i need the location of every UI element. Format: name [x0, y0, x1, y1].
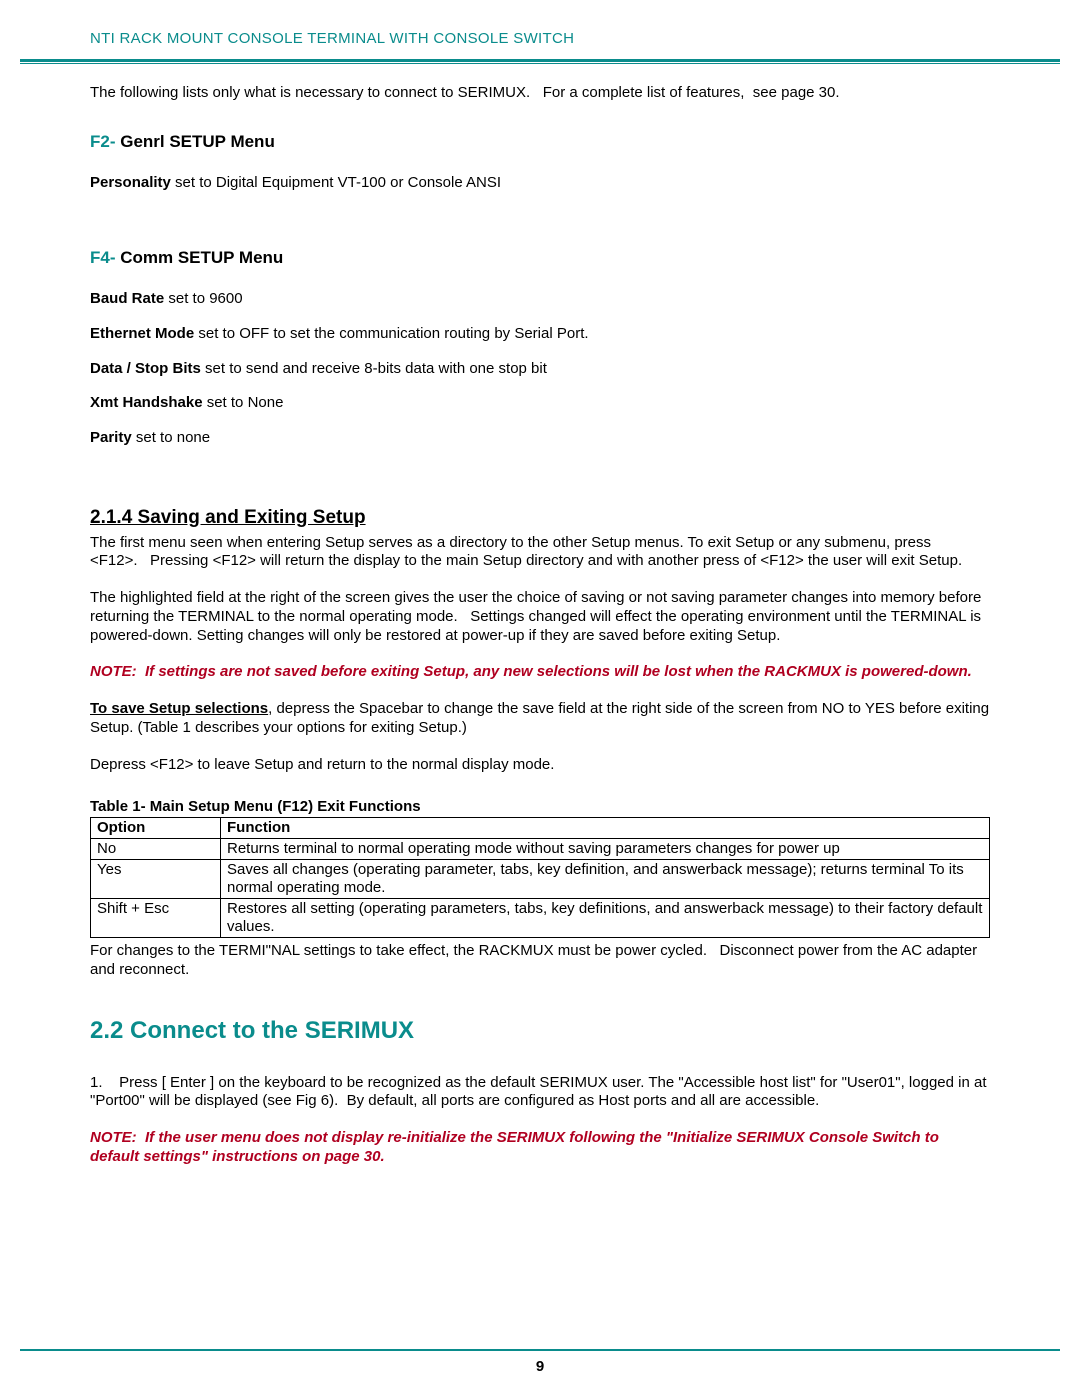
f4-item: Ethernet Mode set to OFF to set the comm…: [90, 325, 990, 344]
table-caption: Table 1- Main Setup Menu (F12) Exit Func…: [90, 798, 990, 817]
intro-text: The following lists only what is necessa…: [90, 84, 990, 103]
f4-prefix: F4-: [90, 248, 116, 267]
table-col-option: Option: [91, 818, 221, 839]
saving-p1: The first menu seen when entering Setup …: [90, 534, 990, 572]
f4-item-rest: set to none: [132, 429, 210, 446]
footer-rule: [20, 1349, 1060, 1351]
content-area: The following lists only what is necessa…: [0, 64, 1080, 1167]
f4-item-rest: set to 9600: [164, 290, 242, 307]
table-col-function: Function: [221, 818, 990, 839]
f4-heading: F4- Comm SETUP Menu: [90, 247, 990, 268]
table-cell-option: No: [91, 839, 221, 860]
table-row: Shift + EscRestores all setting (operati…: [91, 899, 990, 938]
f2-personality-bold: Personality: [90, 174, 171, 191]
saving-save-line: To save Setup selections, depress the Sp…: [90, 700, 990, 738]
table-row: NoReturns terminal to normal operating m…: [91, 839, 990, 860]
f4-item-bold: Parity: [90, 429, 132, 446]
f2-heading: F2- Genrl SETUP Menu: [90, 131, 990, 152]
f4-items: Baud Rate set to 9600 Ethernet Mode set t…: [90, 290, 990, 448]
table-header-row: Option Function: [91, 818, 990, 839]
f4-item: Parity set to none: [90, 429, 990, 448]
exit-table: Option Function NoReturns terminal to no…: [90, 817, 990, 938]
table-cell-function: Saves all changes (operating parameter, …: [221, 860, 990, 899]
f4-item-rest: set to None: [203, 394, 284, 411]
f2-prefix: F2-: [90, 132, 116, 151]
table-cell-function: Restores all setting (operating paramete…: [221, 899, 990, 938]
table-cell-function: Returns terminal to normal operating mod…: [221, 839, 990, 860]
saving-save-bold: To save Setup selections: [90, 700, 268, 717]
saving-note: NOTE: If settings are not saved before e…: [90, 663, 990, 682]
f4-item: Data / Stop Bits set to send and receive…: [90, 360, 990, 379]
page-number: 9: [0, 1358, 1080, 1375]
f4-item-rest: set to OFF to set the communication rout…: [194, 325, 588, 342]
f4-item-bold: Data / Stop Bits: [90, 360, 201, 377]
saving-p2: The highlighted field at the right of th…: [90, 589, 990, 645]
connect-heading: 2.2 Connect to the SERIMUX: [90, 1016, 990, 1046]
f4-item-rest: set to send and receive 8-bits data with…: [201, 360, 547, 377]
table-cell-option: Yes: [91, 860, 221, 899]
saving-heading: 2.1.4 Saving and Exiting Setup: [90, 506, 990, 530]
after-table-text: For changes to the TERMI"NAL settings to…: [90, 942, 990, 980]
f4-title: Comm SETUP Menu: [116, 248, 284, 267]
header-area: NTI RACK MOUNT CONSOLE TERMINAL WITH CON…: [0, 0, 1080, 55]
connect-p1: 1. Press [ Enter ] on the keyboard to be…: [90, 1074, 990, 1112]
table-cell-option: Shift + Esc: [91, 899, 221, 938]
f4-item-bold: Xmt Handshake: [90, 394, 203, 411]
header-title: NTI RACK MOUNT CONSOLE TERMINAL WITH CON…: [90, 30, 990, 47]
table-row: YesSaves all changes (operating paramete…: [91, 860, 990, 899]
f4-item-bold: Ethernet Mode: [90, 325, 194, 342]
f4-item: Xmt Handshake set to None: [90, 394, 990, 413]
f2-personality-line: Personality set to Digital Equipment VT-…: [90, 174, 990, 193]
f4-item: Baud Rate set to 9600: [90, 290, 990, 309]
connect-note: NOTE: If the user menu does not display …: [90, 1129, 990, 1167]
saving-p3: Depress <F12> to leave Setup and return …: [90, 756, 990, 775]
f2-title: Genrl SETUP Menu: [116, 132, 275, 151]
f4-item-bold: Baud Rate: [90, 290, 164, 307]
table-body: NoReturns terminal to normal operating m…: [91, 839, 990, 938]
page: NTI RACK MOUNT CONSOLE TERMINAL WITH CON…: [0, 0, 1080, 1397]
f2-personality-rest: set to Digital Equipment VT-100 or Conso…: [171, 174, 501, 191]
